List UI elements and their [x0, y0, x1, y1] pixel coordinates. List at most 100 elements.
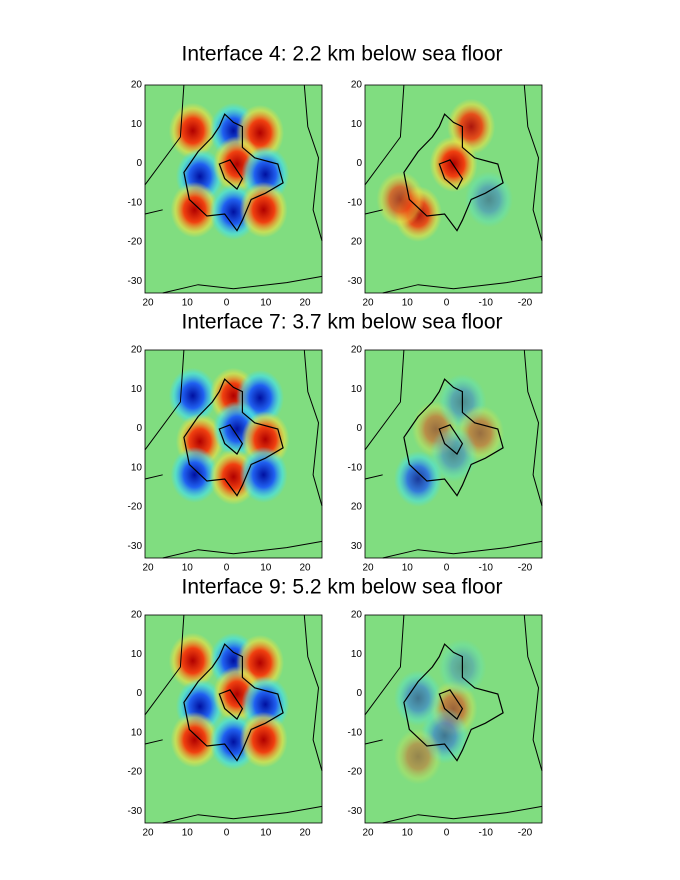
map-panel: 20 10 0 10 -20 -30 20 10 0 10 20 — [128, 345, 323, 574]
coastline — [144, 349, 323, 559]
y-tick-label: 30 — [351, 541, 363, 552]
map-frame — [364, 84, 543, 294]
coastline — [364, 84, 543, 294]
y-tick-label: 20 — [351, 345, 363, 356]
y-tick-label: -20 — [128, 502, 143, 513]
map-frame — [144, 614, 323, 824]
x-tick-label: 10 — [402, 563, 414, 574]
x-tick-label: 0 — [444, 298, 450, 309]
x-tick-label: 0 — [224, 563, 230, 574]
x-tick-label: 0 — [224, 828, 230, 839]
map-frame — [364, 349, 543, 559]
x-tick-label: 20 — [299, 298, 311, 309]
row-title: Interface 4: 2.2 km below sea floor — [182, 43, 503, 66]
coastline — [183, 378, 284, 497]
y-tick-label: 10 — [351, 384, 363, 395]
coastline — [438, 159, 464, 190]
x-tick-label: 20 — [142, 298, 154, 309]
y-tick-label: -20 — [128, 767, 143, 778]
y-tick-label: -10 — [348, 727, 363, 738]
coastline — [144, 84, 323, 294]
y-tick-label: 0 — [136, 158, 142, 169]
x-tick-label: 10 — [260, 298, 272, 309]
x-tick-label: 20 — [362, 828, 374, 839]
map-frame — [144, 84, 323, 294]
x-tick-label: 20 — [362, 563, 374, 574]
coastline — [403, 378, 504, 497]
coastline — [438, 689, 464, 720]
y-tick-label: 20 — [131, 345, 143, 356]
y-tick-label: 0 — [136, 423, 142, 434]
y-tick-label: 0 — [356, 423, 362, 434]
x-tick-label: 0 — [224, 298, 230, 309]
coastline — [218, 689, 244, 720]
coastline — [403, 113, 504, 232]
anomaly — [239, 181, 288, 238]
coastline — [364, 349, 543, 559]
y-tick-label: -10 — [348, 462, 363, 473]
anomaly — [170, 711, 219, 768]
y-tick-label: 10 — [351, 119, 363, 130]
row-title: Interface 7: 3.7 km below sea floor — [182, 311, 503, 334]
x-tick-label: 10 — [402, 828, 414, 839]
anomaly — [239, 446, 288, 503]
x-tick-label: 20 — [142, 563, 154, 574]
y-tick-label: 20 — [131, 80, 143, 91]
y-tick-label: -30 — [128, 806, 143, 817]
x-tick-label: 10 — [182, 563, 194, 574]
y-tick-label: -30 — [128, 276, 143, 287]
coastline — [144, 614, 323, 824]
y-tick-label: 10 — [131, 462, 143, 473]
y-tick-label: 20 — [131, 610, 143, 621]
y-tick-label: 10 — [131, 119, 143, 130]
row-title: Interface 9: 5.2 km below sea floor — [182, 576, 503, 599]
map-panel: 20 10 0 -10 20 -30 20 10 0 -10 -20 — [348, 80, 543, 309]
x-tick-label: 10 — [260, 563, 272, 574]
map-panel: 20 10 0 -10 20 30 20 10 0 -10 -20 — [348, 345, 543, 574]
anomaly — [376, 171, 425, 228]
x-tick-label: -10 — [479, 828, 494, 839]
y-tick-label: 10 — [351, 649, 363, 660]
y-tick-label: 20 — [351, 610, 363, 621]
coastline — [403, 643, 504, 762]
anomaly — [170, 446, 219, 503]
x-tick-label: 10 — [182, 828, 194, 839]
anomaly — [394, 450, 443, 507]
map-frame — [364, 614, 543, 824]
x-tick-label: 20 — [362, 298, 374, 309]
coastline — [438, 424, 464, 455]
x-tick-label: 10 — [182, 298, 194, 309]
y-tick-label: 10 — [131, 384, 143, 395]
y-tick-label: -10 — [128, 197, 143, 208]
y-tick-label: 20 — [351, 237, 363, 248]
x-tick-label: -10 — [479, 298, 494, 309]
coastline — [183, 113, 284, 232]
anomaly — [429, 426, 478, 482]
anomaly — [464, 171, 513, 228]
y-tick-label: 20 — [351, 502, 363, 513]
y-tick-label: -20 — [128, 237, 143, 248]
anomaly — [170, 181, 219, 238]
y-tick-label: -20 — [348, 767, 363, 778]
x-tick-label: -20 — [518, 298, 533, 309]
x-tick-label: 0 — [444, 828, 450, 839]
map-frame — [144, 349, 323, 559]
y-tick-label: 0 — [356, 158, 362, 169]
anomaly — [239, 711, 288, 768]
x-tick-label: 10 — [402, 298, 414, 309]
y-tick-label: 0 — [356, 688, 362, 699]
x-tick-label: 0 — [444, 563, 450, 574]
x-tick-label: 20 — [142, 828, 154, 839]
y-tick-label: 20 — [351, 80, 363, 91]
map-panel: 20 10 0 10 -20 -30 20 10 0 10 20 — [128, 610, 323, 839]
y-tick-label: -30 — [348, 806, 363, 817]
map-panel: 20 10 0 -10 -20 -30 20 10 0 10 20 — [128, 80, 323, 309]
x-tick-label: -20 — [518, 563, 533, 574]
coastline — [218, 159, 244, 190]
map-panel: 20 10 0 -10 -20 -30 20 10 0 -10 -20 — [348, 610, 543, 839]
y-tick-label: -30 — [348, 276, 363, 287]
x-tick-label: -10 — [479, 563, 494, 574]
coastline — [183, 643, 284, 762]
coastline — [364, 614, 543, 824]
